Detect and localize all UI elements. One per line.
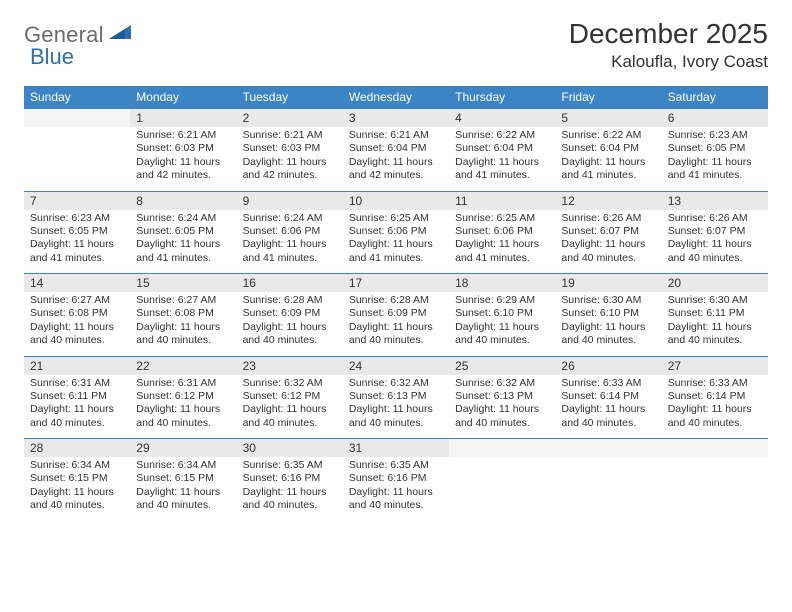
day-detail-cell (662, 457, 768, 521)
day-number-cell (662, 439, 768, 458)
location: Kaloufla, Ivory Coast (569, 52, 768, 72)
day-detail-cell: Sunrise: 6:29 AMSunset: 6:10 PMDaylight:… (449, 292, 555, 356)
day-detail-cell: Sunrise: 6:26 AMSunset: 6:07 PMDaylight:… (662, 210, 768, 274)
day-number-cell: 6 (662, 109, 768, 128)
header: General December 2025 Kaloufla, Ivory Co… (24, 18, 768, 72)
day-number-cell: 12 (555, 191, 661, 210)
col-monday: Monday (130, 86, 236, 109)
day-number-cell: 16 (237, 274, 343, 293)
week-number-row: 28293031 (24, 439, 768, 458)
day-number-cell: 14 (24, 274, 130, 293)
week-detail-row: Sunrise: 6:34 AMSunset: 6:15 PMDaylight:… (24, 457, 768, 521)
day-number-cell: 28 (24, 439, 130, 458)
day-number-cell: 25 (449, 356, 555, 375)
day-number-cell: 22 (130, 356, 236, 375)
day-number-cell: 10 (343, 191, 449, 210)
week-detail-row: Sunrise: 6:31 AMSunset: 6:11 PMDaylight:… (24, 375, 768, 439)
week-detail-row: Sunrise: 6:27 AMSunset: 6:08 PMDaylight:… (24, 292, 768, 356)
day-number-cell: 31 (343, 439, 449, 458)
day-number-cell: 30 (237, 439, 343, 458)
day-detail-cell: Sunrise: 6:21 AMSunset: 6:04 PMDaylight:… (343, 127, 449, 191)
logo-text-blue-wrap: Blue (30, 44, 74, 70)
day-number-cell: 17 (343, 274, 449, 293)
day-detail-cell: Sunrise: 6:21 AMSunset: 6:03 PMDaylight:… (237, 127, 343, 191)
week-number-row: 21222324252627 (24, 356, 768, 375)
day-detail-cell: Sunrise: 6:27 AMSunset: 6:08 PMDaylight:… (130, 292, 236, 356)
day-detail-cell: Sunrise: 6:32 AMSunset: 6:12 PMDaylight:… (237, 375, 343, 439)
day-detail-cell (555, 457, 661, 521)
day-number-cell: 7 (24, 191, 130, 210)
day-detail-cell: Sunrise: 6:31 AMSunset: 6:12 PMDaylight:… (130, 375, 236, 439)
day-detail-cell: Sunrise: 6:32 AMSunset: 6:13 PMDaylight:… (449, 375, 555, 439)
day-number-cell: 21 (24, 356, 130, 375)
logo-text-blue: Blue (30, 44, 74, 69)
day-detail-cell: Sunrise: 6:33 AMSunset: 6:14 PMDaylight:… (555, 375, 661, 439)
day-detail-cell: Sunrise: 6:24 AMSunset: 6:06 PMDaylight:… (237, 210, 343, 274)
week-number-row: 14151617181920 (24, 274, 768, 293)
day-number-cell: 23 (237, 356, 343, 375)
day-number-cell: 26 (555, 356, 661, 375)
day-detail-cell: Sunrise: 6:23 AMSunset: 6:05 PMDaylight:… (24, 210, 130, 274)
logo-triangle-icon (109, 23, 131, 44)
day-number-cell: 19 (555, 274, 661, 293)
day-detail-cell: Sunrise: 6:22 AMSunset: 6:04 PMDaylight:… (555, 127, 661, 191)
day-detail-cell: Sunrise: 6:31 AMSunset: 6:11 PMDaylight:… (24, 375, 130, 439)
day-number-cell: 2 (237, 109, 343, 128)
week-number-row: 78910111213 (24, 191, 768, 210)
day-detail-cell: Sunrise: 6:28 AMSunset: 6:09 PMDaylight:… (343, 292, 449, 356)
day-number-cell: 15 (130, 274, 236, 293)
day-header-row: Sunday Monday Tuesday Wednesday Thursday… (24, 86, 768, 109)
day-detail-cell: Sunrise: 6:27 AMSunset: 6:08 PMDaylight:… (24, 292, 130, 356)
col-saturday: Saturday (662, 86, 768, 109)
title-block: December 2025 Kaloufla, Ivory Coast (569, 18, 768, 72)
day-detail-cell: Sunrise: 6:25 AMSunset: 6:06 PMDaylight:… (343, 210, 449, 274)
day-detail-cell: Sunrise: 6:25 AMSunset: 6:06 PMDaylight:… (449, 210, 555, 274)
day-detail-cell (449, 457, 555, 521)
day-number-cell: 11 (449, 191, 555, 210)
day-number-cell: 27 (662, 356, 768, 375)
col-thursday: Thursday (449, 86, 555, 109)
day-number-cell: 1 (130, 109, 236, 128)
day-detail-cell: Sunrise: 6:35 AMSunset: 6:16 PMDaylight:… (343, 457, 449, 521)
day-number-cell: 18 (449, 274, 555, 293)
day-number-cell: 13 (662, 191, 768, 210)
day-number-cell: 24 (343, 356, 449, 375)
day-detail-cell: Sunrise: 6:34 AMSunset: 6:15 PMDaylight:… (130, 457, 236, 521)
day-detail-cell: Sunrise: 6:30 AMSunset: 6:11 PMDaylight:… (662, 292, 768, 356)
day-detail-cell: Sunrise: 6:21 AMSunset: 6:03 PMDaylight:… (130, 127, 236, 191)
day-number-cell: 9 (237, 191, 343, 210)
day-detail-cell: Sunrise: 6:32 AMSunset: 6:13 PMDaylight:… (343, 375, 449, 439)
day-number-cell (449, 439, 555, 458)
day-detail-cell: Sunrise: 6:28 AMSunset: 6:09 PMDaylight:… (237, 292, 343, 356)
day-detail-cell (24, 127, 130, 191)
day-number-cell: 20 (662, 274, 768, 293)
day-detail-cell: Sunrise: 6:35 AMSunset: 6:16 PMDaylight:… (237, 457, 343, 521)
day-detail-cell: Sunrise: 6:30 AMSunset: 6:10 PMDaylight:… (555, 292, 661, 356)
day-number-cell: 29 (130, 439, 236, 458)
day-detail-cell: Sunrise: 6:34 AMSunset: 6:15 PMDaylight:… (24, 457, 130, 521)
week-detail-row: Sunrise: 6:21 AMSunset: 6:03 PMDaylight:… (24, 127, 768, 191)
day-detail-cell: Sunrise: 6:26 AMSunset: 6:07 PMDaylight:… (555, 210, 661, 274)
col-sunday: Sunday (24, 86, 130, 109)
col-tuesday: Tuesday (237, 86, 343, 109)
day-number-cell: 4 (449, 109, 555, 128)
day-number-cell (24, 109, 130, 128)
month-title: December 2025 (569, 18, 768, 50)
day-number-cell (555, 439, 661, 458)
day-detail-cell: Sunrise: 6:33 AMSunset: 6:14 PMDaylight:… (662, 375, 768, 439)
day-number-cell: 8 (130, 191, 236, 210)
day-number-cell: 5 (555, 109, 661, 128)
week-number-row: 123456 (24, 109, 768, 128)
calendar-table: Sunday Monday Tuesday Wednesday Thursday… (24, 86, 768, 521)
week-detail-row: Sunrise: 6:23 AMSunset: 6:05 PMDaylight:… (24, 210, 768, 274)
col-friday: Friday (555, 86, 661, 109)
day-number-cell: 3 (343, 109, 449, 128)
day-detail-cell: Sunrise: 6:24 AMSunset: 6:05 PMDaylight:… (130, 210, 236, 274)
day-detail-cell: Sunrise: 6:23 AMSunset: 6:05 PMDaylight:… (662, 127, 768, 191)
day-detail-cell: Sunrise: 6:22 AMSunset: 6:04 PMDaylight:… (449, 127, 555, 191)
col-wednesday: Wednesday (343, 86, 449, 109)
